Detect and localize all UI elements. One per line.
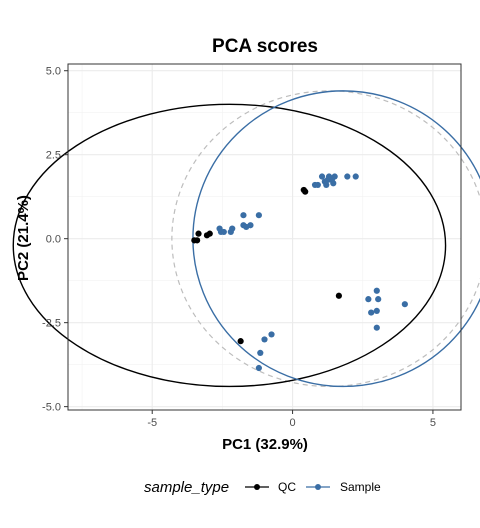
point-sample [401,301,408,308]
legend-label-sample: Sample [340,480,381,494]
y-tick-label: 2.5 [46,150,61,162]
point-qc [335,292,342,299]
point-sample [257,349,264,356]
point-sample [268,331,275,338]
x-tick-label: 0 [290,417,296,429]
point-sample [247,222,254,229]
legend-label-qc: QC [278,480,296,494]
y-tick-label: -5.0 [42,402,61,414]
legend-key-sample-point [315,484,321,490]
point-sample [318,173,326,180]
point-sample [217,228,225,236]
point-sample [344,173,351,180]
point-sample [255,212,262,219]
point-qc [206,230,213,237]
point-qc [195,230,202,237]
point-sample [323,181,330,189]
y-tick-label: 5.0 [46,66,61,78]
overall-confidence-ellipse [171,90,480,388]
point-sample [314,181,321,189]
points [191,173,408,372]
point-sample [373,287,380,294]
point-sample [331,173,338,180]
point-sample [325,173,333,180]
point-sample [255,364,262,372]
plot-panel-border [67,63,462,411]
plot-panel-background [68,64,461,410]
ellipse-qc [12,103,447,388]
legend-key-qc-point [254,484,260,490]
legend-title: sample_type [144,479,229,496]
point-sample [352,173,359,180]
y-tick-label: 0.0 [46,234,61,246]
x-tick-label: -5 [147,417,157,429]
point-qc [237,338,244,345]
legend: sample_type QC Sample [144,479,381,496]
point-sample [240,212,247,219]
y-axis-title: PC2 (21.4%) [15,195,32,281]
point-sample [368,309,375,316]
point-sample [373,307,380,315]
axis-ticks: -5 0 5 -5.0 -2.5 0.0 2.5 5.0 [42,66,436,429]
point-qc [302,188,309,195]
point-sample [365,296,372,303]
point-qc [194,237,201,244]
x-tick-label: 5 [430,417,436,429]
grid [68,64,461,410]
point-sample [330,180,337,187]
point-sample [375,296,382,303]
chart-title: PCA scores [212,36,318,57]
point-sample [261,336,268,343]
point-sample [373,324,380,331]
y-tick-label: -2.5 [42,318,61,330]
x-axis-title: PC1 (32.9%) [222,436,308,453]
point-sample [229,225,236,232]
